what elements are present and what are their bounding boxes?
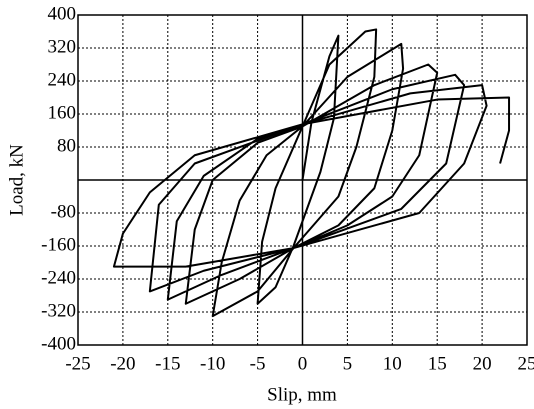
- x-tick-label: -5: [250, 353, 266, 374]
- y-tick-label: -160: [41, 234, 76, 255]
- x-tick-label: 25: [518, 353, 534, 374]
- y-tick-label: 160: [48, 102, 77, 123]
- y-tick-label: 320: [48, 36, 77, 57]
- x-tick-label: 10: [383, 353, 402, 374]
- x-tick-label: 5: [343, 353, 353, 374]
- y-tick-label: 400: [48, 3, 77, 24]
- x-tick-label: -25: [65, 353, 90, 374]
- y-tick-label: 240: [48, 69, 77, 90]
- x-tick-label: 0: [298, 353, 308, 374]
- y-tick-label: -80: [51, 201, 76, 222]
- x-tick-label: -15: [155, 353, 180, 374]
- hysteresis-curve: [112, 28, 511, 318]
- x-tick-label: 20: [473, 353, 492, 374]
- y-tick-label: -320: [41, 300, 76, 321]
- x-tick-label: -20: [110, 353, 135, 374]
- x-tick-label: 15: [428, 353, 447, 374]
- x-axis-label: Slip, mm: [267, 384, 337, 405]
- x-tick-label: -10: [200, 353, 225, 374]
- y-tick-label: -240: [41, 267, 76, 288]
- y-tick-label: 80: [57, 135, 76, 156]
- y-axis-label: Load, kN: [6, 144, 27, 216]
- y-tick-label: -400: [41, 333, 76, 354]
